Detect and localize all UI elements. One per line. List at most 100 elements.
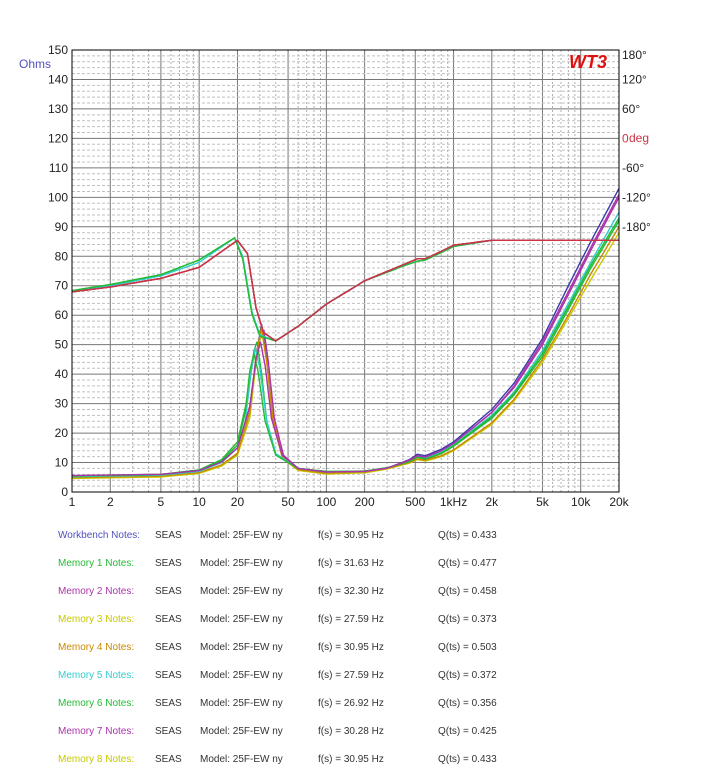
y-tick-label: 120 xyxy=(48,131,68,145)
note-brand: SEAS xyxy=(155,726,182,737)
phase-curve-8 xyxy=(71,239,619,342)
note-qts: Q(ts) = 0.458 xyxy=(438,586,497,597)
impedance-curve-7 xyxy=(71,196,620,477)
note-fs: f(s) = 27.59 Hz xyxy=(318,614,384,625)
x-tick-label: 50 xyxy=(281,495,295,509)
note-model: Model: 25F-EW ny xyxy=(200,642,283,653)
y-tick-label: 80 xyxy=(55,249,69,263)
y2-tick-label: 120° xyxy=(622,72,647,86)
x-tick-label: 2k xyxy=(485,495,499,509)
note-row: Memory 1 Notes: SEAS Model: 25F-EW ny f(s) … xyxy=(0,558,718,574)
y-tick-label: 40 xyxy=(55,367,69,381)
impedance-curve-3 xyxy=(71,232,620,480)
note-model: Model: 25F-EW ny xyxy=(200,754,283,765)
note-fs: f(s) = 31.63 Hz xyxy=(318,558,384,569)
x-tick-label: 20k xyxy=(609,495,629,509)
note-model: Model: 25F-EW ny xyxy=(200,698,283,709)
note-qts: Q(ts) = 0.433 xyxy=(438,754,497,765)
note-label: Memory 1 Notes: xyxy=(58,558,135,569)
note-fs: f(s) = 30.95 Hz xyxy=(318,642,384,653)
note-qts: Q(ts) = 0.372 xyxy=(438,670,497,681)
note-fs: f(s) = 30.28 Hz xyxy=(318,726,384,737)
x-tick-label: 500 xyxy=(405,495,425,509)
note-model: Model: 25F-EW ny xyxy=(200,530,283,541)
note-brand: SEAS xyxy=(155,698,182,709)
note-label: Memory 5 Notes: xyxy=(58,670,135,681)
x-tick-label: 1kHz xyxy=(440,495,467,509)
note-model: Model: 25F-EW ny xyxy=(200,586,283,597)
x-tick-label: 2 xyxy=(107,495,114,509)
note-fs: f(s) = 32.30 Hz xyxy=(318,586,384,597)
x-tick-label: 20 xyxy=(231,495,245,509)
note-brand: SEAS xyxy=(155,586,182,597)
y-axis-label: Ohms xyxy=(19,57,51,71)
y2-tick-label: 180° xyxy=(622,48,647,62)
y2-tick-label: 60° xyxy=(622,102,640,116)
note-brand: SEAS xyxy=(155,754,182,765)
x-tick-label: 10k xyxy=(571,495,591,509)
note-row: Memory 8 Notes: SEAS Model: 25F-EW ny f(s) … xyxy=(0,754,718,770)
note-row: Memory 5 Notes: SEAS Model: 25F-EW ny f(s) … xyxy=(0,670,718,686)
y-tick-label: 10 xyxy=(55,456,69,470)
note-row: Memory 3 Notes: SEAS Model: 25F-EW ny f(s) … xyxy=(0,614,718,630)
note-row: Workbench Notes: SEAS Model: 25F-EW ny f(s)… xyxy=(0,530,718,546)
note-model: Model: 25F-EW ny xyxy=(200,670,283,681)
note-qts: Q(ts) = 0.356 xyxy=(438,698,497,709)
x-tick-label: 100 xyxy=(316,495,336,509)
note-model: Model: 25F-EW ny xyxy=(200,614,283,625)
y2-tick-label: 0 xyxy=(622,131,629,145)
note-label: Memory 7 Notes: xyxy=(58,726,135,737)
note-qts: Q(ts) = 0.373 xyxy=(438,614,497,625)
note-fs: f(s) = 26.92 Hz xyxy=(318,698,384,709)
y-tick-label: 110 xyxy=(49,161,68,175)
chart-curves xyxy=(71,188,620,480)
note-qts: Q(ts) = 0.503 xyxy=(438,642,497,653)
x-tick-label: 5 xyxy=(158,495,165,509)
note-fs: f(s) = 30.95 Hz xyxy=(318,530,384,541)
y2-tick-label: -60° xyxy=(622,161,644,175)
y2-tick-label: -120° xyxy=(622,190,651,204)
y-tick-label: 20 xyxy=(55,426,69,440)
y-tick-label: 30 xyxy=(55,397,69,411)
y-tick-label: 90 xyxy=(55,220,69,234)
y-tick-label: 50 xyxy=(55,338,69,352)
y-tick-label: 70 xyxy=(55,279,69,293)
x-tick-label: 10 xyxy=(192,495,206,509)
note-label: Memory 4 Notes: xyxy=(58,642,135,653)
note-label: Memory 3 Notes: xyxy=(58,614,135,625)
note-model: Model: 25F-EW ny xyxy=(200,558,283,569)
note-label: Workbench Notes: xyxy=(58,530,141,541)
note-row: Memory 2 Notes: SEAS Model: 25F-EW ny f(s) … xyxy=(0,586,718,602)
note-brand: SEAS xyxy=(155,614,182,625)
note-label: Memory 8 Notes: xyxy=(58,754,135,765)
note-qts: Q(ts) = 0.425 xyxy=(438,726,497,737)
note-brand: SEAS xyxy=(155,670,182,681)
note-model: Model: 25F-EW ny xyxy=(200,726,283,737)
y-tick-label: 0 xyxy=(61,485,68,499)
y2-tick-label: -180° xyxy=(622,220,651,234)
note-fs: f(s) = 27.59 Hz xyxy=(318,670,384,681)
note-brand: SEAS xyxy=(155,558,182,569)
y-tick-label: 140 xyxy=(48,72,68,86)
y-tick-label: 60 xyxy=(55,308,69,322)
note-row: Memory 7 Notes: SEAS Model: 25F-EW ny f(s) … xyxy=(0,726,718,742)
y-tick-label: 150 xyxy=(48,43,68,57)
impedance-curve-4 xyxy=(71,226,620,479)
note-row: Memory 6 Notes: SEAS Model: 25F-EW ny f(s) … xyxy=(0,698,718,714)
note-qts: Q(ts) = 0.433 xyxy=(438,530,497,541)
y-tick-label: 130 xyxy=(48,102,68,116)
y2-axis-label: deg xyxy=(629,131,649,145)
x-tick-label: 1 xyxy=(69,495,76,509)
plot-frame xyxy=(71,49,620,493)
note-label: Memory 2 Notes: xyxy=(58,586,135,597)
note-brand: SEAS xyxy=(155,530,182,541)
x-tick-label: 5k xyxy=(536,495,550,509)
note-fs: f(s) = 30.95 Hz xyxy=(318,754,384,765)
note-label: Memory 6 Notes: xyxy=(58,698,135,709)
note-qts: Q(ts) = 0.477 xyxy=(438,558,497,569)
note-brand: SEAS xyxy=(155,642,182,653)
note-row: Memory 4 Notes: SEAS Model: 25F-EW ny f(s) … xyxy=(0,642,718,658)
wt3-badge: WT3 xyxy=(569,52,607,72)
